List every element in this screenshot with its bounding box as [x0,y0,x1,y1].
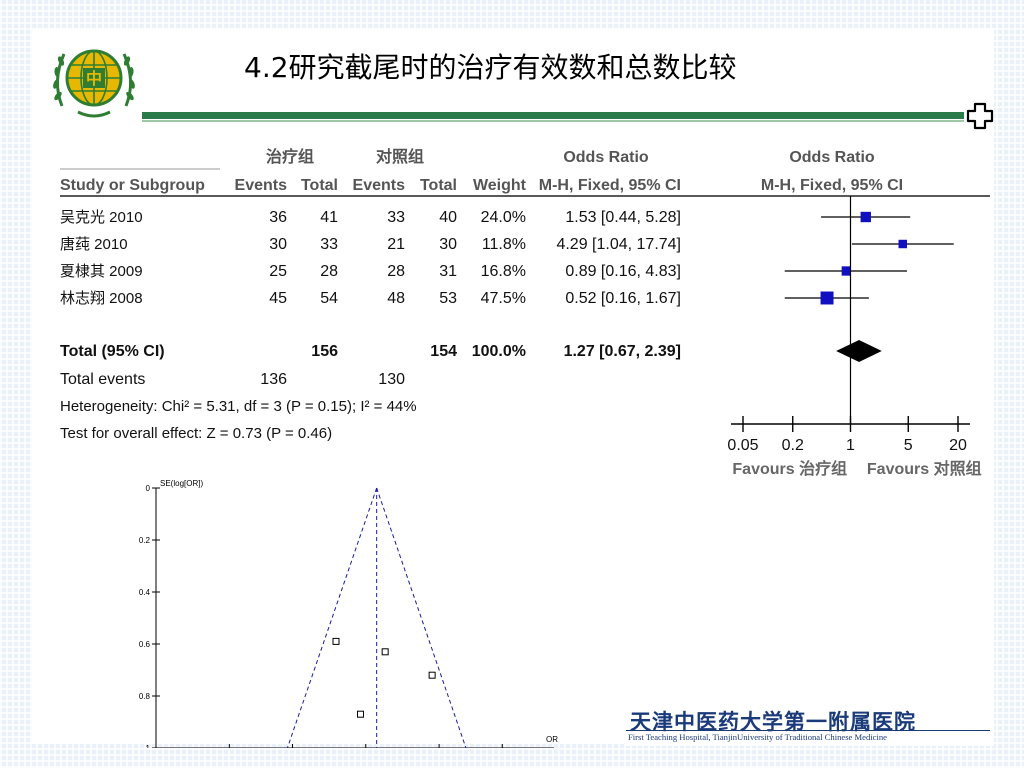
study-cell-total-t: 54 [320,290,338,307]
heterogeneity-text: Heterogeneity: Chi² = 5.31, df = 3 (P = … [60,398,417,415]
funnel-plot: 00.20.40.60.810.050.21520SE(log[OR])OR [139,479,558,748]
funnel-y-tick-label: 0 [146,484,151,493]
total-control: 154 [430,343,457,360]
logo-glyph: 中 [86,69,102,88]
study-cell-events-c: 33 [387,209,405,226]
study-cell-events-t: 36 [269,209,287,226]
study-cell-total-t: 28 [320,263,338,280]
forest-axis-tick-label: 1 [846,437,855,454]
hospital-emblem-icon: 中 [53,49,135,118]
study-name: 唐莼 2010 [60,236,128,253]
header-method-plot: M-H, Fixed, 95% CI [761,177,903,194]
funnel-ci-right-line [376,487,467,748]
study-cell-events-c: 28 [387,263,405,280]
study-name: 吴克光 2010 [60,209,143,226]
pooled-diamond [836,340,882,362]
study-or-marker [860,211,871,223]
favours-left-label: Favours 治疗组 [732,459,847,478]
funnel-study-point [332,637,340,645]
total-events-control: 130 [378,371,405,388]
funnel-y-tick-label: 0.4 [139,588,151,597]
funnel-y-tick-label: 0.6 [139,640,151,649]
forest-axis-tick-label: 5 [904,437,913,454]
title-divider-shadow [142,120,964,122]
study-cell-or-text: 4.29 [1.04, 17.74] [556,236,681,253]
slide-canvas: 中 4.2研究截尾时的治疗有效数和总数比较 治疗组 对照组 Odds Ratio… [32,28,994,748]
study-cell-events-t: 45 [269,290,287,307]
header-study: Study or Subgroup [60,177,205,194]
header-method: M-H, Fixed, 95% CI [539,177,681,194]
funnel-ci-left-line [286,487,378,748]
study-cell-events-t: 25 [269,263,287,280]
funnel-study-point [428,671,436,679]
header-events-treat: Events [235,177,288,194]
study-cell-weight: 11.8% [482,236,526,253]
study-cell-weight: 47.5% [481,290,526,307]
header-total-control: Total [420,177,457,194]
study-cell-total-c: 31 [439,263,457,280]
header-total-treat: Total [301,177,338,194]
study-cell-events-t: 30 [269,236,287,253]
study-or-marker [898,239,907,249]
funnel-x-label: OR [546,735,558,744]
total-weight: 100.0% [472,343,526,360]
study-cell-total-c: 53 [439,290,457,307]
hospital-name-en: First Teaching Hospital, TianjinUniversi… [628,732,887,742]
study-cell-weight: 16.8% [481,263,526,280]
forest-axis-tick-label: 0.2 [782,437,804,454]
study-cell-total-t: 33 [320,236,338,253]
study-name: 夏棣其 2009 [60,263,143,280]
total-label: Total (95% CI) [60,343,165,360]
funnel-y-tick-label: 1 [146,744,151,748]
study-cell-or-text: 0.89 [0.16, 4.83] [565,263,681,280]
funnel-study-point [381,648,389,656]
study-or-marker [841,266,851,276]
study-cell-or-text: 0.52 [0.16, 1.67] [565,290,681,307]
total-or: 1.27 [0.67, 2.39] [564,343,681,360]
overall-effect-text: Test for overall effect: Z = 0.73 (P = 0… [60,425,332,442]
header-group-control: 对照组 [376,147,424,166]
funnel-y-tick-label: 0.8 [139,692,151,701]
forest-plot: 治疗组 对照组 Odds Ratio Odds Ratio Study or S… [60,147,990,478]
study-cell-total-c: 30 [439,236,457,253]
study-cell-events-c: 21 [387,236,405,253]
header-group-treat: 治疗组 [266,147,314,166]
study-cell-total-t: 41 [320,209,338,226]
study-cell-total-c: 40 [439,209,457,226]
study-or-marker [820,291,834,305]
forest-axis-tick-label: 20 [949,437,967,454]
study-cell-or-text: 1.53 [0.44, 5.28] [565,209,681,226]
funnel-y-tick-label: 0.2 [139,536,151,545]
study-cell-weight: 24.0% [481,209,526,226]
plus-outline-icon[interactable] [966,102,994,130]
hospital-banner: 天津中医药大学第一附属医院 First Teaching Hospital, T… [624,704,994,746]
hospital-banner-rule [626,730,990,731]
funnel-y-label: SE(log[OR]) [160,479,203,488]
study-name: 林志翔 2008 [60,290,143,307]
header-weight: Weight [473,177,527,194]
header-events-control: Events [353,177,406,194]
favours-right-label: Favours 对照组 [867,459,982,478]
slide-title: 4.2研究截尾时的治疗有效数和总数比较 [244,51,737,84]
header-odds-ratio: Odds Ratio [563,149,649,166]
header-odds-ratio-plot: Odds Ratio [789,149,875,166]
study-cell-events-c: 48 [387,290,405,307]
total-events-label: Total events [60,371,145,388]
total-events-treat: 136 [260,371,287,388]
funnel-study-point [356,710,364,718]
forest-axis-tick-label: 0.05 [727,437,758,454]
total-treat: 156 [311,343,338,360]
title-divider [142,112,964,119]
